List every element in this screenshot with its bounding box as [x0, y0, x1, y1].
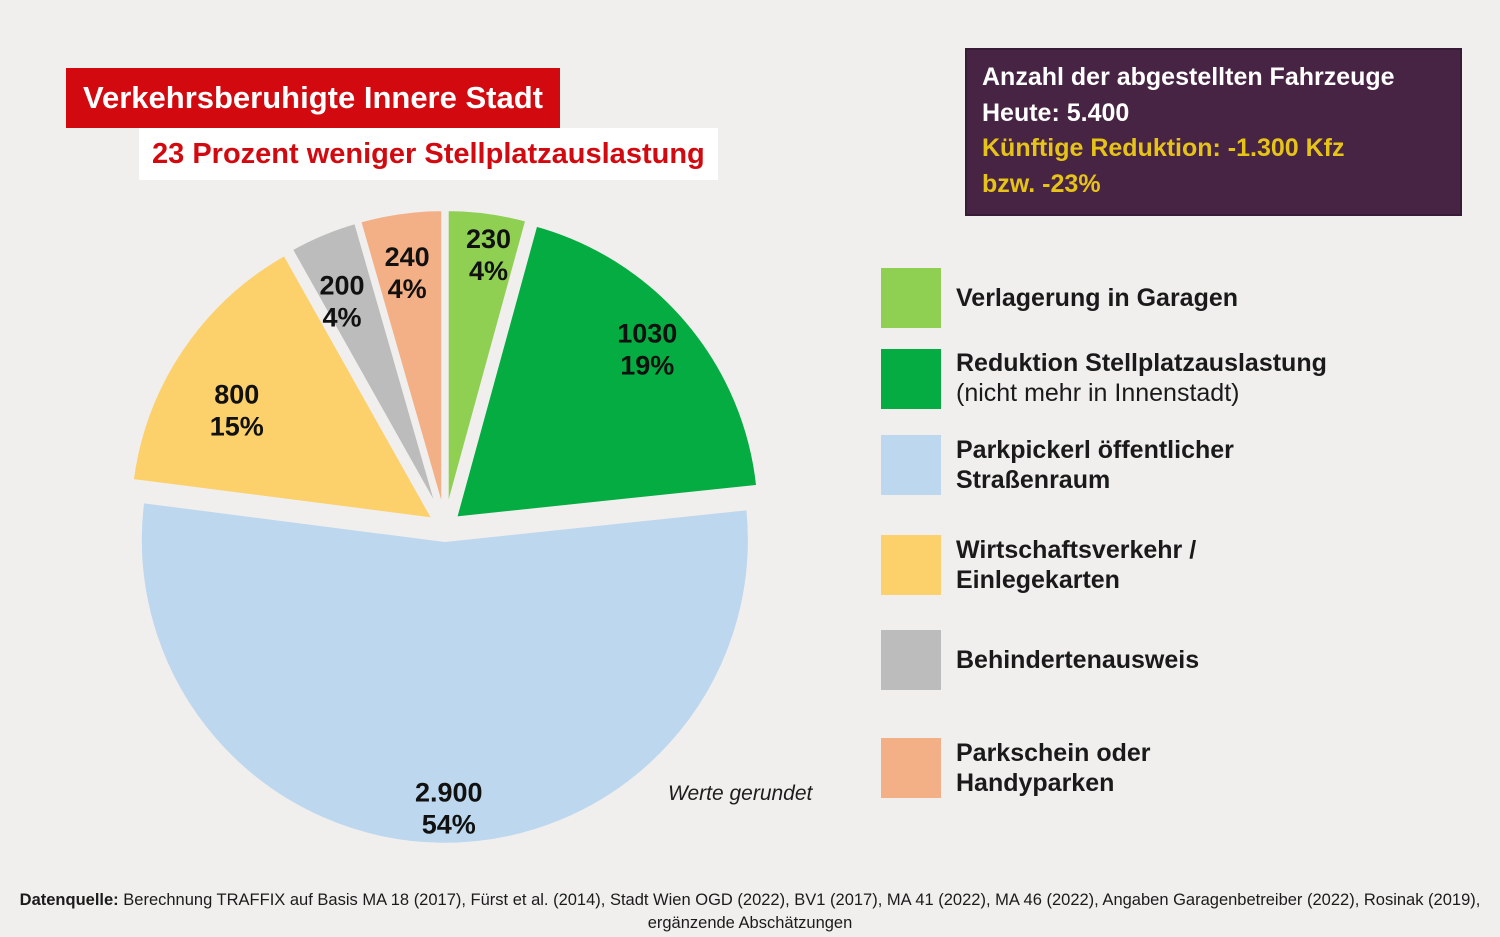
- info-box: Anzahl der abgestellten Fahrzeuge Heute:…: [965, 48, 1462, 216]
- legend-label-2: Parkpickerl öffentlicher Straßenraum: [956, 436, 1234, 494]
- legend-label-3: Wirtschaftsverkehr / Einlegekarten: [956, 536, 1197, 594]
- legend-swatch-0: [881, 268, 941, 328]
- pie-slice-label-5: 240 4%: [385, 242, 430, 304]
- pie-slice-3: [129, 251, 437, 522]
- legend-row-1: Reduktion Stellplatzauslastung (nicht meh…: [881, 348, 1327, 409]
- legend-row-5: Parkschein oder Handyparken: [881, 738, 1151, 798]
- pie-slice-label-0: 230 4%: [466, 224, 511, 286]
- page-subtitle: 23 Prozent weniger Stellplatzauslastung: [139, 128, 718, 180]
- pie-slice-2: [137, 499, 752, 847]
- legend-sublabel-1: (nicht mehr in Innenstadt): [956, 379, 1240, 407]
- pie-slice-1: [452, 222, 761, 521]
- footer-source-text: Berechnung TRAFFIX auf Basis MA 18 (2017…: [118, 891, 1481, 909]
- pie-slice-4: [288, 219, 442, 517]
- info-line-reduction: Künftige Reduktion: -1.300 Kfz: [982, 134, 1345, 162]
- legend-row-3: Wirtschaftsverkehr / Einlegekarten: [881, 535, 1196, 595]
- legend-row-2: Parkpickerl öffentlicher Straßenraum: [881, 435, 1234, 495]
- footer-source-text-line2: ergänzende Abschätzungen: [647, 914, 853, 932]
- info-line-percent: bzw. -23%: [982, 169, 1101, 198]
- info-line-today: Heute: 5.400: [982, 98, 1130, 127]
- pie-slice-0: [444, 207, 530, 517]
- footer-source-label: Datenquelle:: [19, 891, 119, 909]
- pie-chart-container: 230 4% 1030 19% 2.900 54% 800 15% 200 4% 240 4%: [105, 187, 785, 867]
- legend-swatch-1: [881, 348, 941, 409]
- legend-swatch-4: [881, 630, 941, 690]
- legend-label-0: Verlagerung in Garagen: [956, 284, 1239, 312]
- legend: Verlagerung in Garagen Reduktion Stellpla…: [881, 0, 1481, 937]
- legend-label-1: Reduktion Stellplatzauslastung (nicht meh…: [956, 349, 1327, 407]
- pie-slice-label-2: 2.900 54%: [415, 777, 483, 839]
- legend-label-4: Behindertenausweis: [956, 646, 1200, 674]
- pie-slice-label-1: 1030 19%: [617, 318, 677, 380]
- legend-swatch-2: [881, 435, 941, 495]
- footer-source: Datenquelle: Berechnung TRAFFIX auf Basi…: [0, 889, 1500, 935]
- legend-label-5: Parkschein oder Handyparken: [956, 739, 1151, 797]
- pie-slice-5: [357, 207, 446, 517]
- pie-slice-label-4: 200 4%: [319, 271, 364, 333]
- info-line-vehicles: Anzahl der abgestellten Fahrzeuge: [982, 63, 1395, 91]
- pie-chart: 230 4% 1030 19% 2.900 54% 800 15% 200 4% 240 4%: [129, 207, 761, 847]
- page-title: Verkehrsberuhigte Innere Stadt: [66, 68, 560, 128]
- legend-row-0: Verlagerung in Garagen: [881, 268, 1238, 328]
- legend-row-4: Behindertenausweis: [881, 630, 1199, 690]
- note-werte-gerundet: Werte gerundet: [668, 782, 813, 805]
- legend-swatch-5: [881, 738, 941, 798]
- pie-slice-label-3: 800 15%: [210, 379, 264, 441]
- legend-swatch-3: [881, 535, 941, 595]
